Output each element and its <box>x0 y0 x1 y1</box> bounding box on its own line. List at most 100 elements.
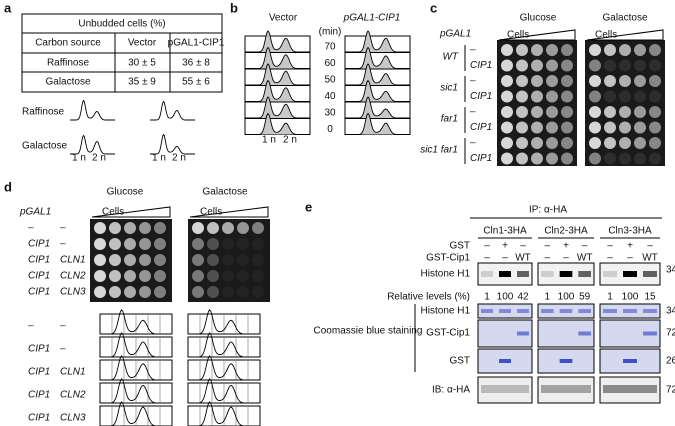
strain-label: far1 <box>441 114 458 125</box>
spot <box>139 286 151 298</box>
lane-sign: – <box>607 241 613 252</box>
spot <box>634 121 646 134</box>
construct-label: – <box>469 76 476 87</box>
box <box>477 376 533 404</box>
spot <box>531 59 543 72</box>
construct-label: CLN3 <box>60 413 86 424</box>
lane-sign: – <box>647 241 653 252</box>
spot <box>237 254 249 266</box>
time-label: 40 <box>324 91 336 102</box>
construct-label: CIP1 <box>28 344 50 355</box>
lane-sign: – <box>484 253 490 264</box>
marker-label: 34 <box>666 306 675 317</box>
lane-sign: WT <box>577 253 593 264</box>
spot <box>546 90 558 103</box>
band <box>517 271 529 277</box>
medium-label: Glucose <box>520 13 557 24</box>
histogram <box>250 30 310 53</box>
spot <box>531 152 543 165</box>
spot <box>109 222 121 234</box>
relative-value: 1 <box>545 292 551 303</box>
spot <box>619 90 631 103</box>
spot <box>222 238 234 250</box>
column-header: Vector <box>269 13 298 24</box>
spot <box>154 222 166 234</box>
spot <box>207 222 219 234</box>
spot <box>604 121 616 134</box>
time-label: 30 <box>324 108 336 119</box>
column-header: pGAL1-CIP1 <box>168 38 225 49</box>
table-cell: 30 ± 5 <box>128 58 156 69</box>
panel-letter: e <box>305 199 312 214</box>
spot <box>252 286 264 298</box>
stain-label: Coomassie blue staining <box>314 326 423 337</box>
table-cell: 36 ± 8 <box>182 58 210 69</box>
construct-label: CIP1 <box>28 255 50 266</box>
spot <box>604 137 616 149</box>
lane-sign: – <box>627 253 633 264</box>
spot <box>589 59 601 72</box>
spot <box>589 90 601 103</box>
spot <box>649 59 661 72</box>
spot <box>109 238 121 250</box>
row-label: GST <box>449 356 470 367</box>
spot <box>561 137 573 149</box>
construct-label: CIP1 <box>28 271 50 282</box>
ip-label: IP: α-HA <box>529 205 567 216</box>
spot <box>94 238 106 250</box>
lane-sign: – <box>545 241 551 252</box>
construct-label: CLN3 <box>60 287 86 298</box>
panel-letter: a <box>4 0 12 15</box>
strain-label: sic1 far1 <box>420 145 458 156</box>
axis-label: 2 n <box>92 153 106 164</box>
histogram <box>70 99 115 121</box>
spot <box>501 90 513 103</box>
band <box>481 271 493 277</box>
construct-label: CIP1 <box>28 239 50 250</box>
spot <box>154 238 166 250</box>
spot <box>222 254 234 266</box>
spot <box>192 238 204 250</box>
cells-label: Cells <box>102 207 124 218</box>
gradient-triangle <box>586 29 664 41</box>
box <box>477 348 533 374</box>
lane-sign: – <box>563 253 569 264</box>
construct-label: CIP1 <box>470 153 492 164</box>
spot <box>237 238 249 250</box>
column-header: pGAL1-CIP1 <box>343 13 401 24</box>
axis-label: 1 n <box>262 135 276 146</box>
spot <box>649 152 661 165</box>
spot <box>619 121 631 134</box>
table-cell: 35 ± 9 <box>128 77 156 88</box>
lane-sign: – <box>502 253 508 264</box>
histogram <box>150 100 195 121</box>
spot <box>222 286 234 298</box>
histogram <box>188 332 260 358</box>
histogram <box>100 309 172 335</box>
spot <box>589 44 601 56</box>
spot <box>546 152 558 165</box>
spot <box>501 59 513 72</box>
band <box>603 271 617 277</box>
spot <box>94 270 106 282</box>
spot <box>516 121 528 134</box>
spot <box>531 75 543 87</box>
relative-value: 59 <box>579 292 591 303</box>
spot <box>531 90 543 103</box>
construct-label: – <box>59 223 66 234</box>
band <box>643 331 657 336</box>
spot <box>501 44 513 56</box>
spot <box>561 59 573 72</box>
spot <box>589 137 601 149</box>
spot <box>649 137 661 149</box>
spot <box>531 137 543 149</box>
band <box>578 331 591 336</box>
spot <box>516 90 528 103</box>
spot <box>207 270 219 282</box>
relative-value: 1 <box>607 292 613 303</box>
spot <box>604 152 616 165</box>
histogram <box>188 378 260 404</box>
group-label: Cln2-3HA <box>544 226 588 237</box>
spot <box>604 59 616 72</box>
band <box>623 271 637 277</box>
